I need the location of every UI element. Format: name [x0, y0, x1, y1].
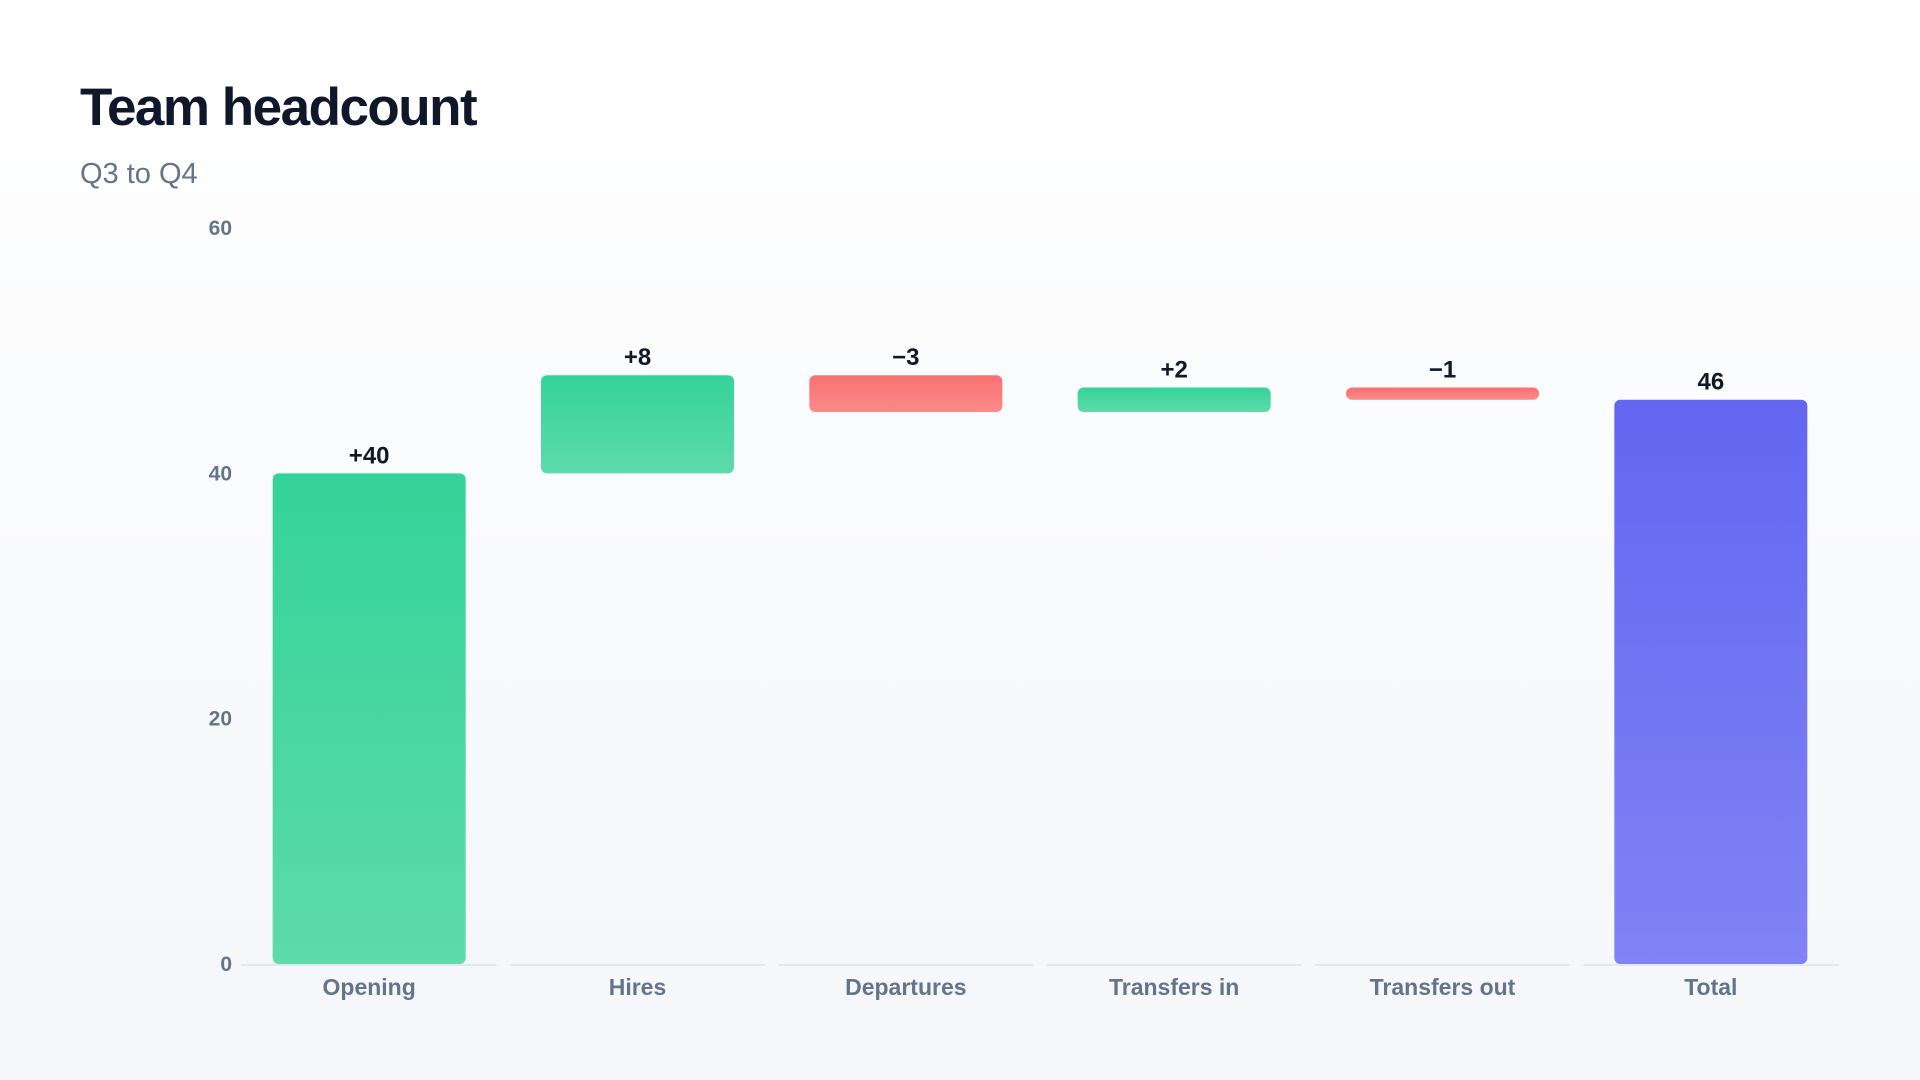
y-tick-label: 60 [209, 217, 232, 240]
bar-total [1614, 399, 1808, 964]
x-tick-label: Opening [323, 974, 416, 1000]
y-tick-label: 20 [209, 708, 232, 731]
x-tick-label: Total [1684, 974, 1737, 1000]
x-tick-label: Transfers out [1370, 974, 1516, 1000]
chart-title: Team headcount [80, 78, 478, 137]
x-tick-label: Hires [609, 974, 667, 1000]
bar-opening [272, 473, 466, 964]
y-tick-label: 0 [220, 953, 232, 976]
bar-transfers-out [1346, 387, 1539, 400]
data-label: −1 [1429, 356, 1456, 383]
y-tick-label: 40 [209, 462, 232, 485]
x-tick-label: Transfers in [1109, 974, 1239, 1000]
x-axis-labels: Opening Hires Departures Transfers in Transf… [323, 974, 1738, 1000]
data-label: +8 [624, 344, 651, 371]
bar-transfers-in [1077, 387, 1271, 412]
bar-departures [809, 375, 1003, 412]
bars [272, 375, 1808, 964]
data-label: +2 [1160, 356, 1187, 383]
data-labels: +40 +8 −3 +2 −1 46 [349, 344, 1724, 469]
data-label: −3 [892, 344, 919, 371]
data-label: +40 [349, 442, 390, 469]
bar-hires [541, 375, 734, 474]
x-tick-label: Departures [845, 974, 966, 1000]
data-label: 46 [1697, 369, 1724, 396]
y-axis: 0 20 40 60 [209, 217, 232, 976]
chart-subtitle: Q3 to Q4 [80, 158, 198, 190]
